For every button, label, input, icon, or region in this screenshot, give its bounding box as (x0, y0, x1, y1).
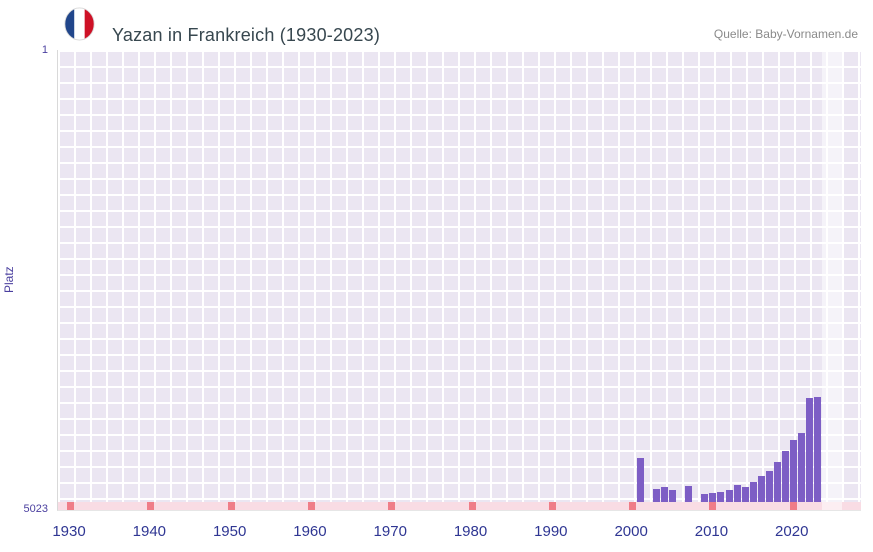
bar-2016[interactable] (757, 476, 765, 502)
x-tick-mark-1930 (67, 502, 75, 510)
x-axis-label-1940: 1940 (132, 523, 167, 540)
bar-2012[interactable] (725, 489, 733, 502)
x-tick-mark-2010 (709, 502, 717, 510)
bar-2021[interactable] (797, 433, 805, 502)
bar-2019[interactable] (781, 451, 789, 502)
x-axis-label-1930: 1930 (52, 523, 86, 540)
source-attribution-link[interactable]: Quelle: Baby-Vornamen.de (713, 27, 858, 41)
bar-2020[interactable] (789, 440, 797, 502)
x-axis-strip (58, 502, 861, 510)
bar-2015[interactable] (749, 481, 757, 502)
x-tick-mark-2020 (789, 502, 797, 510)
x-tick-mark-1970 (388, 502, 396, 510)
x-tick-mark-1990 (548, 502, 556, 510)
y-axis-max-label: 1 (41, 44, 48, 56)
x-tick-mark-1960 (307, 502, 315, 510)
bar-2007[interactable] (685, 486, 693, 502)
x-axis-labels: 1930 1940 1950 1960 1970 1980 1990 2000 2010 2020 (52, 523, 860, 545)
bar-2003[interactable] (653, 488, 661, 502)
bar-2014[interactable] (741, 487, 749, 502)
bar-2013[interactable] (733, 485, 741, 502)
bars-layer (58, 50, 861, 510)
x-axis-label-1980: 1980 (453, 523, 488, 540)
bar-2022[interactable] (805, 398, 813, 502)
x-axis-label-1960: 1960 (293, 523, 327, 540)
bar-2018[interactable] (773, 462, 781, 502)
x-axis-label-2010: 2010 (694, 523, 729, 540)
bar-2009[interactable] (701, 494, 709, 502)
bar-2017[interactable] (765, 470, 773, 502)
bar-2005[interactable] (669, 489, 677, 502)
bar-2011[interactable] (717, 491, 725, 502)
x-tick-mark-1940 (147, 502, 155, 510)
bar-2023[interactable] (813, 397, 821, 502)
y-axis-min-label: 5023 (23, 503, 48, 515)
france-flag-svg (64, 7, 95, 41)
page-title: Yazan in Frankreich (1930-2023) (112, 25, 381, 46)
x-axis-label-1990: 1990 (534, 523, 568, 540)
x-tick-mark-1950 (227, 502, 235, 510)
plot-area (57, 50, 861, 511)
x-tick-mark-2000 (629, 502, 637, 510)
bar-2004[interactable] (661, 487, 669, 502)
x-axis-label-2020: 2020 (775, 523, 809, 540)
x-axis-label-1970: 1970 (373, 523, 407, 540)
france-flag-icon (64, 7, 95, 41)
y-axis-title: Platz (2, 266, 16, 294)
x-axis-label-1950: 1950 (212, 523, 247, 540)
x-tick-mark-1980 (468, 502, 476, 510)
bar-2001[interactable] (637, 457, 645, 502)
x-axis-label-2000: 2000 (614, 523, 648, 540)
bar-2010[interactable] (709, 492, 717, 502)
